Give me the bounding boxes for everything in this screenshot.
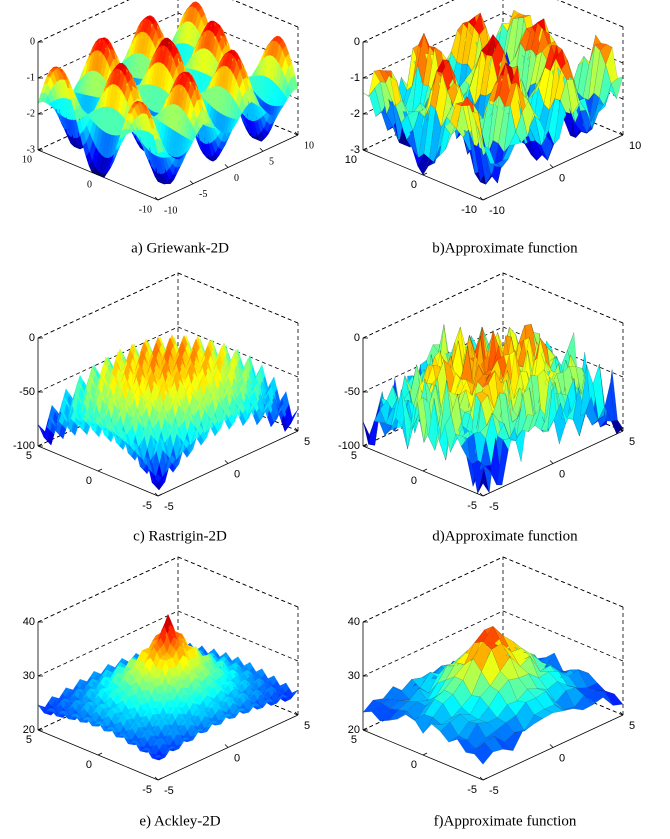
tick-mark (225, 165, 228, 168)
caption: a) Griewank-2D (131, 240, 229, 256)
panel: 0-1-2-3100-10-10-50510a) Griewank-2D (22, 0, 314, 256)
z-tick-label: -2 (350, 108, 360, 120)
tick-mark (483, 198, 487, 200)
z-tick-label: -1 (27, 72, 35, 83)
y-tick-label: -10 (139, 204, 152, 215)
x-tick-label: -5 (489, 501, 499, 513)
y-tick-label: 0 (411, 179, 417, 191)
surface-cell (38, 424, 45, 434)
box-edge (178, 273, 298, 323)
y-tick-label: 5 (26, 450, 32, 462)
box-edge (503, 273, 623, 323)
x-tick-label: 0 (559, 468, 565, 480)
surface (363, 324, 623, 493)
tick-mark (98, 469, 102, 471)
z-tick-label: 0 (29, 332, 35, 344)
tick-mark (483, 494, 487, 496)
x-tick-label: -10 (489, 205, 505, 217)
panel: 0-50-10050-5-505c) Rastrigin-2D (13, 273, 310, 544)
x-tick-label: -10 (164, 205, 177, 216)
tick-mark (550, 165, 553, 168)
y-tick-label: 0 (86, 475, 92, 487)
x-tick-label: -5 (164, 501, 174, 513)
z-tick-label: 0 (354, 332, 360, 344)
x-tick-label: 10 (629, 140, 641, 152)
surface (38, 335, 298, 490)
surface (38, 615, 298, 761)
tick-mark (260, 148, 263, 151)
z-tick-label: 0 (354, 36, 360, 48)
z-tick-label: 0 (30, 36, 35, 47)
tick-mark (158, 198, 162, 200)
x-tick-label: 5 (269, 157, 274, 168)
y-tick-label: 0 (411, 475, 417, 487)
z-tick-label: -2 (27, 108, 35, 119)
caption: d)Approximate function (432, 528, 578, 544)
y-tick-label: -10 (461, 204, 477, 216)
x-tick-label: 5 (629, 436, 635, 448)
panel: 40302050-5-505e) Ackley-2D (23, 557, 310, 829)
tick-mark (158, 494, 162, 496)
tick-mark (190, 181, 193, 184)
y-tick-label: 10 (22, 154, 32, 165)
x-tick-label: 0 (559, 172, 565, 184)
x-tick-label: 0 (234, 173, 239, 184)
x-tick-label: 0 (234, 468, 240, 480)
x-tick-label: 10 (304, 140, 314, 151)
surface (363, 10, 623, 184)
surface (38, 2, 298, 184)
x-tick-label: 5 (304, 436, 310, 448)
y-tick-label: -5 (467, 500, 477, 512)
y-tick-label: 5 (351, 450, 357, 462)
tick-mark (423, 469, 427, 471)
caption: c) Rastrigin-2D (133, 528, 227, 544)
caption: b)Approximate function (432, 240, 578, 256)
y-tick-label: -5 (142, 500, 152, 512)
z-tick-label: -50 (19, 386, 35, 398)
tick-mark (225, 461, 228, 464)
y-tick-label: 10 (345, 154, 357, 166)
box-edge (38, 273, 178, 338)
panel: 0-1-2-3100-10-10010b)Approximate functio… (345, 0, 642, 256)
surface-cell (292, 409, 299, 420)
y-tick-label: 0 (87, 179, 92, 190)
z-tick-label: -50 (344, 386, 360, 398)
panel: 0-50-10050-5-505d)Approximate function (338, 273, 635, 544)
tick-mark (550, 461, 553, 464)
x-tick-label: -5 (199, 189, 207, 200)
z-tick-label: -1 (350, 72, 360, 84)
